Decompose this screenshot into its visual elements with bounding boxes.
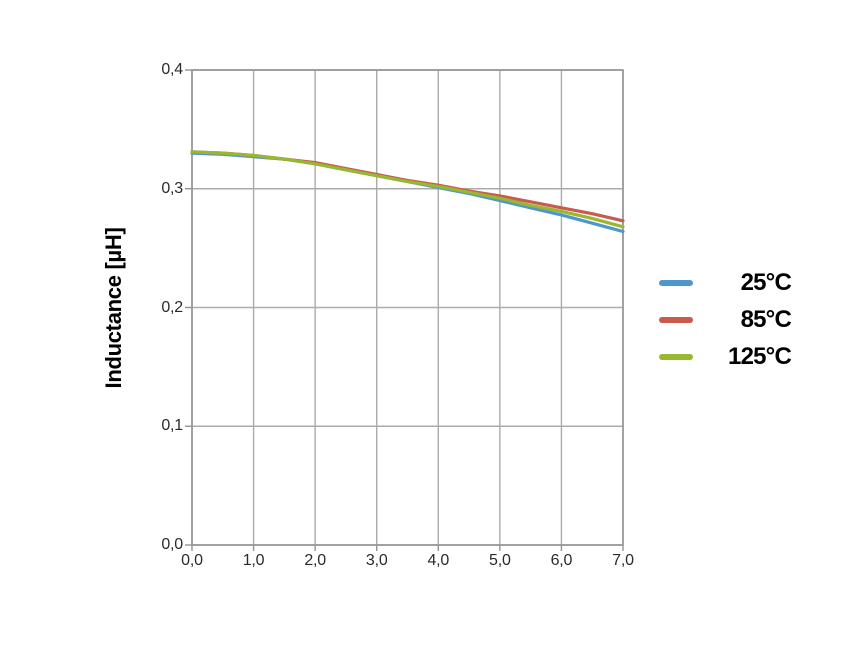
legend: 25°C 85°C 125°C [659,269,792,380]
legend-swatch-25c [659,280,693,286]
legend-label-125c: 125°C [728,343,792,370]
y-tick-label: 0,0 [161,536,183,553]
x-tick-label: 7,0 [612,552,634,569]
legend-row: 25°C [659,269,792,297]
series-line-25°C [190,151,625,234]
y-tick-label: 0,3 [161,179,183,197]
x-tick-label: 1,0 [242,552,265,569]
y-tick-label: 0,4 [161,61,183,78]
x-tick-label: 0,0 [181,552,203,569]
legend-label-25c: 25°C [740,269,792,296]
x-tick-label: 3,0 [365,552,388,569]
y-axis-title: Inductance [µH] [101,227,126,389]
legend-row: 125°C [659,343,792,371]
y-tick-label: 0,1 [161,417,183,435]
legend-row: 85°C [659,306,792,334]
plot-border [191,69,624,546]
x-tick-label: 5,0 [489,552,511,569]
x-tick-label: 6,0 [550,552,573,569]
y-tick-label: 0,2 [161,298,183,316]
series-line-125°C [190,150,625,229]
x-tick-label: 4,0 [427,552,450,569]
legend-swatch-85c [659,317,693,323]
legend-swatch-125c [659,354,693,360]
legend-label-85c: 85°C [740,306,792,333]
x-tick-label: 2,0 [304,552,326,569]
